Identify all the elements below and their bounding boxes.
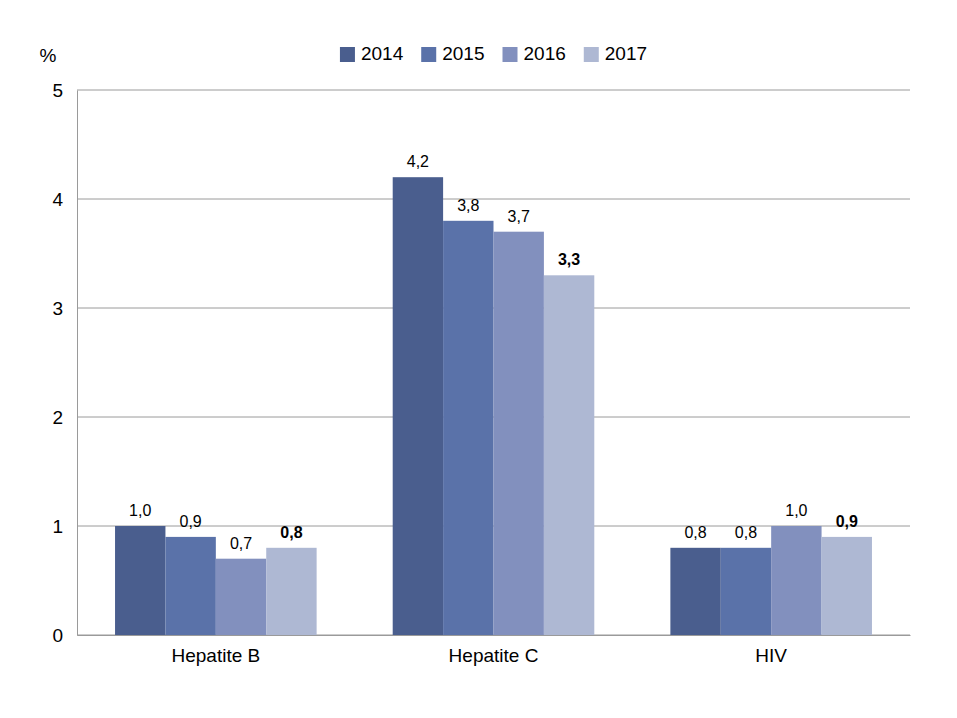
bars [115, 177, 872, 635]
legend-item: 2017 [584, 43, 647, 64]
legend: 2014 2015 2016 2017 [340, 43, 647, 64]
legend-label: 2017 [605, 43, 647, 64]
bar [721, 548, 771, 635]
data-label: 0,8 [684, 524, 706, 541]
y-tick: 5 [52, 80, 77, 101]
x-tick-label: Hepatite B [171, 645, 260, 666]
data-label: 4,2 [407, 153, 429, 170]
y-tick: 2 [52, 407, 77, 428]
bar [216, 559, 266, 635]
data-label: 1,0 [129, 502, 151, 519]
legend-swatch [340, 47, 355, 62]
legend-item: 2015 [421, 43, 484, 64]
y-tick: 0 [52, 625, 77, 646]
y-tick-label: 1 [52, 516, 63, 537]
x-axis: Hepatite B Hepatite C HIV [78, 635, 911, 666]
bar [544, 275, 594, 635]
bar [165, 537, 215, 635]
legend-item: 2016 [503, 43, 566, 64]
data-label: 1,0 [785, 502, 807, 519]
legend-label: 2014 [361, 43, 404, 64]
data-label: 3,7 [508, 208, 530, 225]
bar [670, 548, 720, 635]
data-label: 0,8 [735, 524, 757, 541]
data-label: 0,8 [280, 524, 302, 541]
bar [443, 221, 493, 635]
data-label: 0,7 [230, 535, 252, 552]
chart: 0 1 2 3 4 5 Hepatite B Hepatite C HIV 1,0 4,2 0,8 0,… [0, 0, 957, 718]
grid-line [77, 199, 910, 200]
x-tick: HIV [755, 635, 787, 666]
x-tick-label: Hepatite C [449, 645, 539, 666]
data-label: 3,8 [457, 197, 479, 214]
grid-line [77, 90, 910, 91]
x-tick: Hepatite B [171, 635, 260, 666]
y-axis-title: % [40, 45, 57, 66]
y-axis: 0 1 2 3 4 5 [52, 80, 77, 646]
y-axis-line [77, 91, 78, 636]
bar [494, 232, 544, 635]
legend-label: 2015 [442, 43, 484, 64]
grid [77, 90, 910, 635]
y-tick-label: 5 [52, 80, 63, 101]
x-axis-line [78, 635, 911, 636]
bar [266, 548, 316, 635]
x-tick-label: HIV [755, 645, 787, 666]
bar [771, 526, 821, 635]
y-tick: 4 [52, 189, 77, 210]
y-tick: 1 [52, 516, 77, 537]
y-tick-label: 0 [52, 625, 63, 646]
data-labels: 1,0 4,2 0,8 0,9 3,8 0,8 0,7 3,7 1,0 0,8 3,3 0,9 [129, 153, 858, 552]
data-label: 0,9 [180, 513, 202, 530]
y-tick-label: 4 [52, 189, 63, 210]
data-label: 0,9 [836, 513, 858, 530]
legend-label: 2016 [524, 43, 566, 64]
legend-item: 2014 [340, 43, 404, 64]
data-label: 3,3 [558, 251, 580, 268]
legend-swatch [421, 47, 436, 62]
bar [822, 537, 872, 635]
bar [115, 526, 165, 635]
y-tick-label: 3 [52, 298, 63, 319]
bar [393, 177, 443, 635]
y-tick: 3 [52, 298, 77, 319]
x-tick: Hepatite C [449, 635, 539, 666]
legend-swatch [584, 47, 599, 62]
plot: 0 1 2 3 4 5 Hepatite B Hepatite C HIV 1,0 4,2 0,8 0,… [52, 80, 910, 667]
y-tick-label: 2 [52, 407, 63, 428]
legend-swatch [503, 47, 518, 62]
